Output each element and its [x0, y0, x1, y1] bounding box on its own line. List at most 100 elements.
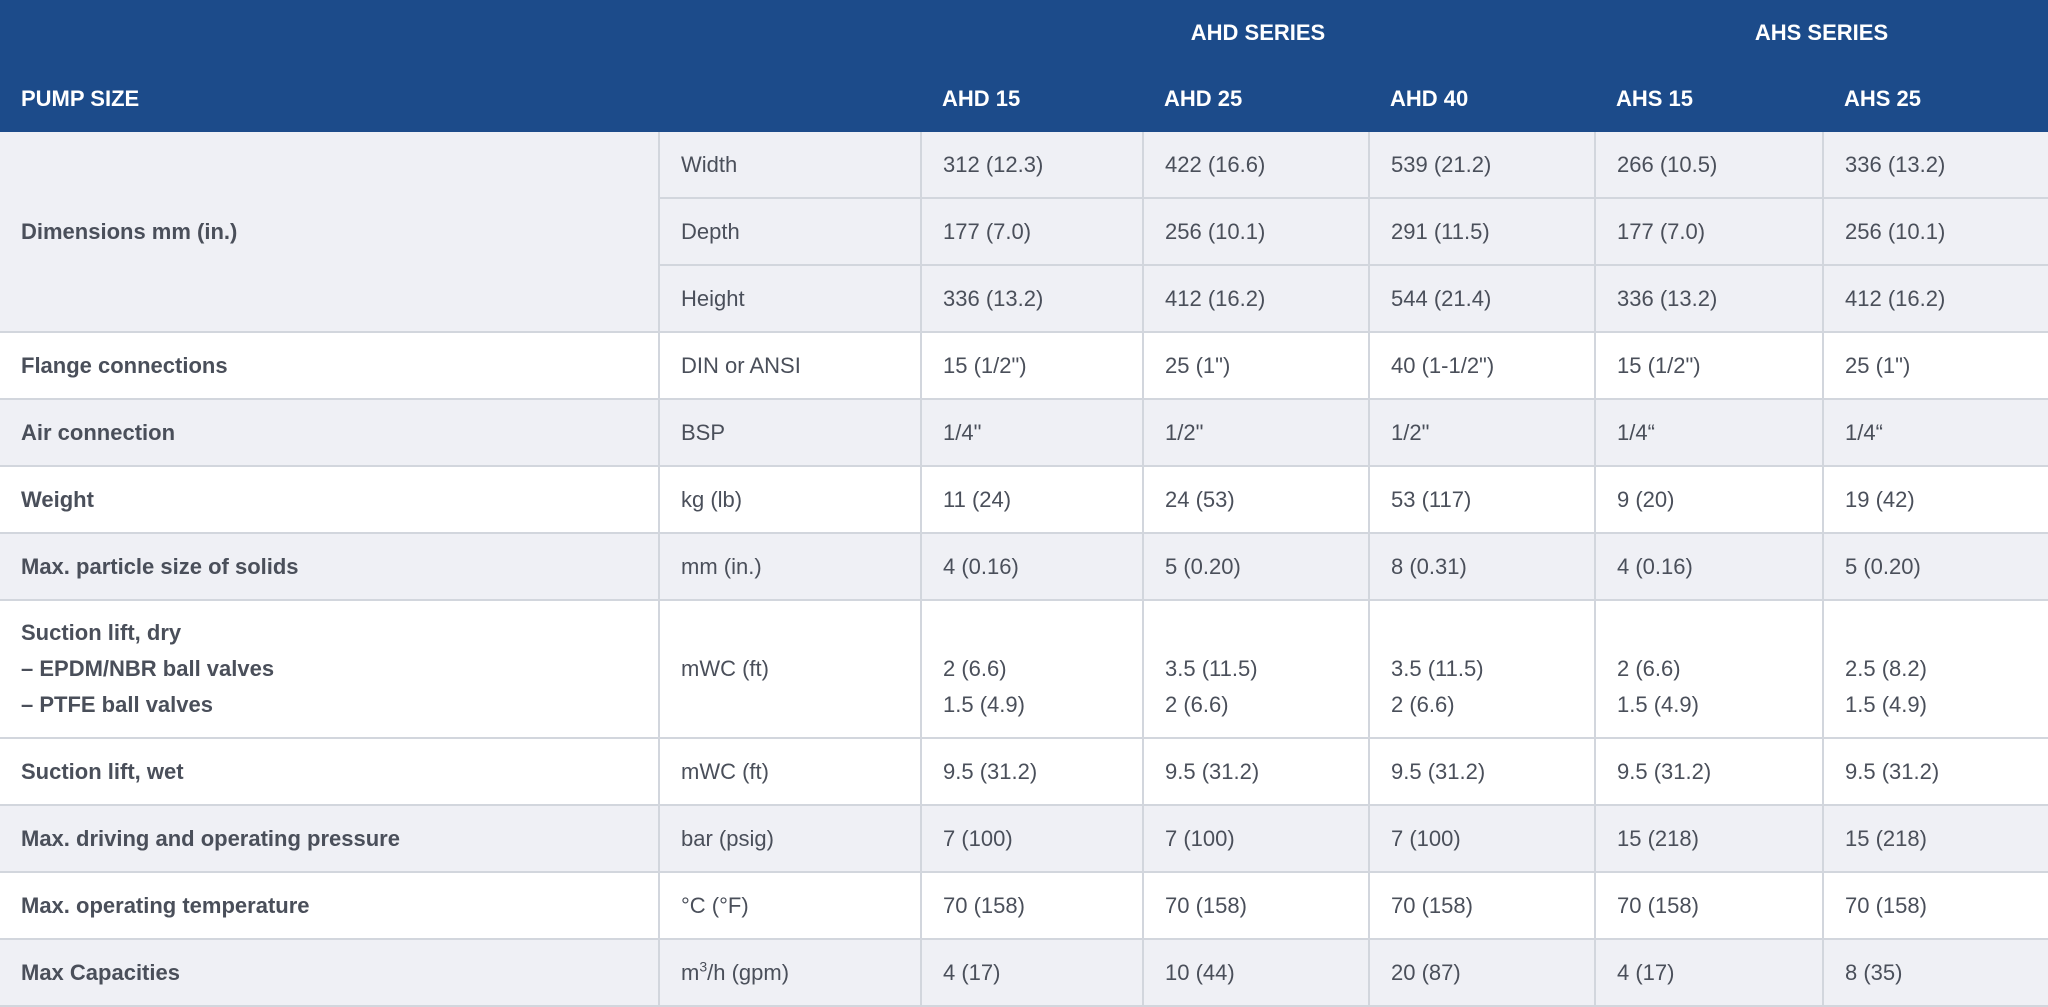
table-cell: 4 (17) [1594, 939, 1823, 1007]
row-unit: bar (psig) [658, 805, 921, 873]
row-unit: DIN or ANSI [658, 332, 921, 400]
table-cell: 11 (24) [920, 466, 1143, 534]
table-cell: 9.5 (31.2) [1594, 738, 1823, 806]
table-cell: 7 (100) [1142, 805, 1369, 873]
ptfe-value: 2 (6.6) [1391, 692, 1455, 717]
table-cell: 1/2" [1368, 399, 1595, 467]
epdm-value: 3.5 (11.5) [1165, 656, 1258, 681]
ahs-series-header: AHS SERIES [1595, 0, 2048, 66]
row-label-dimensions: Dimensions mm (in.) [0, 132, 659, 333]
table-cell: 24 (53) [1142, 466, 1369, 534]
table-cell: 5 (0.20) [1821, 533, 2048, 601]
model-header-ahs-15: AHS 15 [1595, 66, 1823, 132]
model-header-ahd-40: AHD 40 [1369, 66, 1595, 132]
table-cell: 291 (11.5) [1368, 198, 1595, 266]
ptfe-value: 1.5 (4.9) [1845, 692, 1927, 717]
table-cell: 1/4“ [1821, 399, 2048, 467]
table-row-air-connection: Air connection BSP 1/4" 1/2" 1/2" 1/4“ 1… [0, 399, 2048, 467]
row-unit: Depth [658, 198, 921, 266]
series-header-row: AHD SERIES AHS SERIES [0, 0, 2048, 66]
pump-size-header-row: PUMP SIZE AHD 15 AHD 25 AHD 40 AHS 15 AH… [0, 66, 2048, 132]
row-label-suction-lift-dry: Suction lift, dry – EPDM/NBR ball valves… [0, 600, 659, 739]
table-row-dimensions-depth: Depth 177 (7.0) 256 (10.1) 291 (11.5) 17… [0, 198, 2048, 266]
table-cell: 8 (0.31) [1368, 533, 1595, 601]
table-cell: 25 (1") [1142, 332, 1369, 400]
table-cell: 544 (21.4) [1368, 265, 1595, 333]
table-cell: 312 (12.3) [920, 132, 1143, 199]
row-label-suction-lift-wet: Suction lift, wet [0, 738, 659, 806]
row-unit: mm (in.) [658, 533, 921, 601]
row-label-line: – EPDM/NBR ball valves [21, 656, 275, 681]
unit-prefix: m [681, 959, 700, 985]
table-cell: 412 (16.2) [1142, 265, 1369, 333]
header-spacer [0, 0, 921, 66]
row-label-max-capacities: Max Capacities [0, 939, 659, 1007]
row-unit: °C (°F) [658, 872, 921, 940]
table-row-suction-lift-dry: Suction lift, dry – EPDM/NBR ball valves… [0, 600, 2048, 739]
table-row-particle-size: Max. particle size of solids mm (in.) 4 … [0, 533, 2048, 601]
table-cell: 9.5 (31.2) [920, 738, 1143, 806]
ptfe-value: 1.5 (4.9) [943, 692, 1025, 717]
table-header: AHD SERIES AHS SERIES PUMP SIZE AHD 15 A… [0, 0, 2048, 132]
row-unit: kg (lb) [658, 466, 921, 534]
table-cell: 2.5 (8.2) 1.5 (4.9) [1821, 600, 2048, 739]
row-label-line: Suction lift, dry [21, 620, 182, 645]
unit-suffix: /h (gpm) [707, 959, 790, 985]
table-cell: 40 (1-1/2") [1368, 332, 1595, 400]
table-cell: 3.5 (11.5) 2 (6.6) [1368, 600, 1595, 739]
table-cell: 177 (7.0) [1594, 198, 1823, 266]
table-row-max-capacities: Max Capacities m3/h (gpm) 4 (17) 10 (44)… [0, 939, 2048, 1007]
table-cell: 9.5 (31.2) [1142, 738, 1369, 806]
row-label-flange-connections: Flange connections [0, 332, 659, 400]
table-cell: 336 (13.2) [1594, 265, 1823, 333]
table-cell: 15 (218) [1821, 805, 2048, 873]
table-cell: 1/2" [1142, 399, 1369, 467]
row-unit: m3/h (gpm) [658, 939, 921, 1007]
row-label-operating-temperature: Max. operating temperature [0, 872, 659, 940]
table-cell: 266 (10.5) [1594, 132, 1823, 199]
table-cell: 9 (20) [1594, 466, 1823, 534]
table-cell: 70 (158) [1368, 872, 1595, 940]
table-body: Dimensions mm (in.) Width 312 (12.3) 422… [0, 132, 2048, 1007]
row-unit: Width [658, 132, 921, 199]
epdm-value: 2 (6.6) [943, 656, 1007, 681]
row-label-air-connection: Air connection [0, 399, 659, 467]
epdm-value: 2 (6.6) [1617, 656, 1681, 681]
table-cell: 19 (42) [1821, 466, 2048, 534]
model-header-ahd-15: AHD 15 [921, 66, 1143, 132]
table-cell: 25 (1") [1821, 332, 2048, 400]
table-cell: 3.5 (11.5) 2 (6.6) [1142, 600, 1369, 739]
table-row-dimensions-height: Height 336 (13.2) 412 (16.2) 544 (21.4) … [0, 265, 2048, 333]
ptfe-value: 2 (6.6) [1165, 692, 1229, 717]
table-cell: 2 (6.6) 1.5 (4.9) [920, 600, 1143, 739]
row-unit: Height [658, 265, 921, 333]
row-label-line: – PTFE ball valves [21, 692, 213, 717]
ahd-series-header: AHD SERIES [921, 0, 1595, 66]
table-cell: 53 (117) [1368, 466, 1595, 534]
table-cell: 412 (16.2) [1821, 265, 2048, 333]
table-cell: 15 (1/2") [1594, 332, 1823, 400]
unit-superscript: 3 [699, 958, 708, 975]
table-cell: 336 (13.2) [1821, 132, 2048, 199]
table-cell: 422 (16.6) [1142, 132, 1369, 199]
model-header-ahs-25: AHS 25 [1823, 66, 2048, 132]
table-row-suction-lift-wet: Suction lift, wet mWC (ft) 9.5 (31.2) 9.… [0, 738, 2048, 806]
table-cell: 15 (218) [1594, 805, 1823, 873]
table-cell: 256 (10.1) [1142, 198, 1369, 266]
pump-size-label: PUMP SIZE [0, 66, 921, 132]
table-cell: 1/4“ [1594, 399, 1823, 467]
table-row-flange-connections: Flange connections DIN or ANSI 15 (1/2")… [0, 332, 2048, 400]
table-cell: 8 (35) [1821, 939, 2048, 1007]
table-cell: 7 (100) [1368, 805, 1595, 873]
table-cell: 9.5 (31.2) [1821, 738, 2048, 806]
table-row-operating-pressure: Max. driving and operating pressure bar … [0, 805, 2048, 873]
row-label-operating-pressure: Max. driving and operating pressure [0, 805, 659, 873]
table-cell: 70 (158) [1594, 872, 1823, 940]
table-cell: 256 (10.1) [1821, 198, 2048, 266]
row-unit: mWC (ft) [658, 600, 921, 739]
table-cell: 2 (6.6) 1.5 (4.9) [1594, 600, 1823, 739]
table-cell: 7 (100) [920, 805, 1143, 873]
table-cell: 5 (0.20) [1142, 533, 1369, 601]
table-cell: 4 (0.16) [920, 533, 1143, 601]
